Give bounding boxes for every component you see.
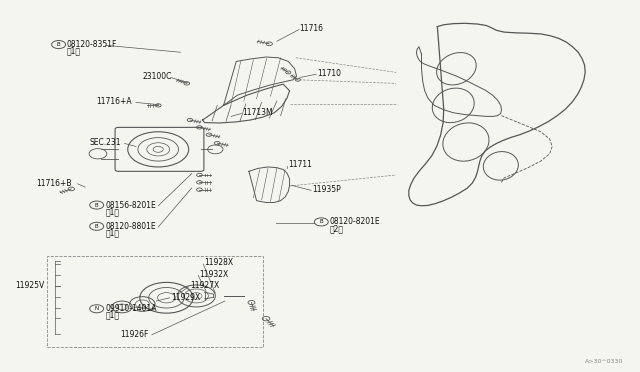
Text: B: B: [57, 42, 60, 47]
Circle shape: [52, 41, 65, 49]
Text: 11716+B: 11716+B: [36, 179, 71, 187]
Text: 11716: 11716: [300, 24, 324, 33]
Text: SEC.231: SEC.231: [89, 138, 120, 147]
Text: 08156-8201E: 08156-8201E: [106, 201, 156, 209]
Text: （1）: （1）: [106, 311, 120, 320]
Text: 11711: 11711: [288, 160, 312, 169]
Text: 11710: 11710: [317, 69, 342, 78]
Circle shape: [90, 305, 104, 313]
Text: 08120-8801E: 08120-8801E: [106, 222, 156, 231]
Text: 08120-8201E: 08120-8201E: [330, 217, 380, 227]
Text: （1）: （1）: [106, 207, 120, 216]
Text: B: B: [95, 224, 99, 229]
Text: 23100C: 23100C: [142, 72, 172, 81]
Text: B: B: [95, 203, 99, 208]
Circle shape: [314, 218, 328, 226]
Text: 11713M: 11713M: [243, 108, 273, 117]
Text: （2）: （2）: [330, 224, 344, 233]
Text: 11932X: 11932X: [200, 270, 228, 279]
Text: （1）: （1）: [66, 46, 80, 56]
Circle shape: [90, 201, 104, 209]
Text: 11929X: 11929X: [171, 293, 200, 302]
Text: A>30^0330: A>30^0330: [585, 359, 623, 364]
Text: N: N: [95, 306, 99, 311]
Text: 11925V: 11925V: [15, 281, 45, 290]
Text: 11928X: 11928X: [205, 259, 234, 267]
Text: 11935P: 11935P: [312, 185, 341, 194]
Bar: [47, 256, 263, 346]
Text: 11926F: 11926F: [120, 330, 148, 339]
Text: 11927X: 11927X: [190, 281, 219, 290]
Text: B: B: [319, 219, 323, 224]
Circle shape: [90, 222, 104, 230]
Text: 09910-1401A: 09910-1401A: [106, 304, 157, 313]
Text: （1）: （1）: [106, 228, 120, 237]
Text: 11716+A: 11716+A: [97, 97, 132, 106]
Text: 08120-8351F: 08120-8351F: [66, 40, 116, 49]
